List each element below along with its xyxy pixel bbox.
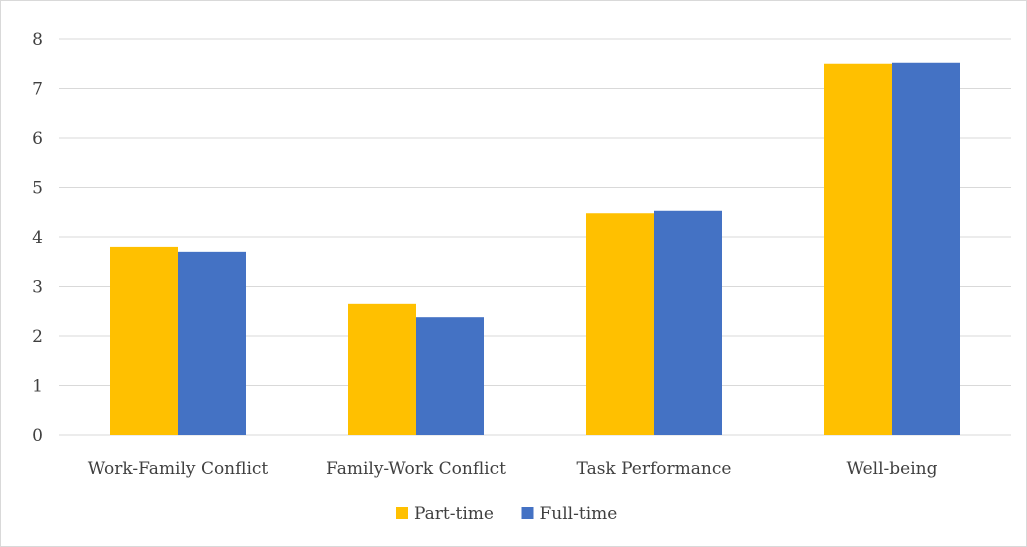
bar-full-time-2 bbox=[654, 210, 722, 435]
legend-label-part-time: Part-time bbox=[414, 504, 494, 524]
y-tick-label-5: 5 bbox=[32, 179, 43, 199]
y-tick-label-2: 2 bbox=[32, 327, 43, 347]
bar-part-time-3 bbox=[824, 63, 892, 435]
legend-swatch-full-time bbox=[521, 507, 534, 519]
y-tick-label-6: 6 bbox=[32, 129, 43, 149]
legend-swatch-part-time bbox=[396, 507, 408, 519]
bar-full-time-1 bbox=[416, 317, 484, 435]
bar-part-time-0 bbox=[110, 246, 178, 435]
x-category-label-3: Well-being bbox=[847, 459, 938, 479]
y-tick-label-3: 3 bbox=[32, 278, 43, 298]
x-category-label-2: Task Performance bbox=[577, 459, 732, 479]
bar-part-time-1 bbox=[348, 303, 416, 435]
y-tick-label-4: 4 bbox=[32, 228, 43, 248]
bar-full-time-3 bbox=[892, 62, 960, 435]
y-tick-label-8: 8 bbox=[32, 30, 43, 50]
y-tick-label-1: 1 bbox=[32, 377, 43, 397]
bar-full-time-0 bbox=[178, 251, 246, 435]
legend-label-full-time: Full-time bbox=[540, 504, 618, 524]
bar-part-time-2 bbox=[586, 213, 654, 435]
y-tick-label-0: 0 bbox=[32, 426, 43, 446]
y-tick-label-7: 7 bbox=[32, 80, 43, 100]
x-category-label-0: Work-Family Conflict bbox=[88, 459, 269, 479]
x-category-label-1: Family-Work Conflict bbox=[326, 459, 506, 479]
